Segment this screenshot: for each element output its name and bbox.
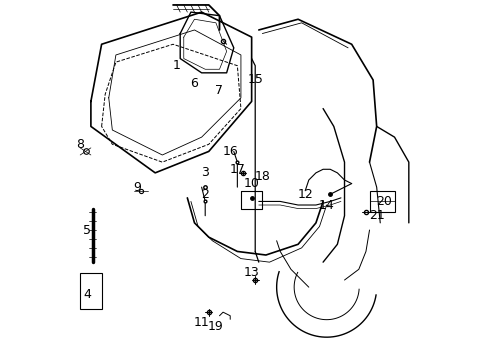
Text: 16: 16 bbox=[222, 145, 238, 158]
Text: 2: 2 bbox=[201, 188, 209, 201]
Text: 13: 13 bbox=[244, 266, 259, 279]
Text: 5: 5 bbox=[83, 224, 91, 237]
Text: 10: 10 bbox=[243, 177, 259, 190]
Text: 1: 1 bbox=[172, 59, 180, 72]
Text: 14: 14 bbox=[318, 198, 334, 212]
Text: 17: 17 bbox=[229, 163, 245, 176]
Text: 11: 11 bbox=[193, 316, 209, 329]
Text: 3: 3 bbox=[201, 166, 209, 179]
Text: 18: 18 bbox=[254, 170, 270, 183]
Text: 4: 4 bbox=[83, 288, 91, 301]
FancyBboxPatch shape bbox=[80, 273, 102, 309]
Text: 20: 20 bbox=[375, 195, 391, 208]
Text: 21: 21 bbox=[368, 209, 384, 222]
Text: 8: 8 bbox=[76, 138, 84, 151]
FancyBboxPatch shape bbox=[369, 191, 394, 212]
Text: 15: 15 bbox=[247, 73, 263, 86]
Text: 12: 12 bbox=[297, 188, 312, 201]
Text: 9: 9 bbox=[133, 181, 141, 194]
Text: 6: 6 bbox=[190, 77, 198, 90]
Text: 19: 19 bbox=[207, 320, 224, 333]
Text: 7: 7 bbox=[215, 84, 223, 97]
